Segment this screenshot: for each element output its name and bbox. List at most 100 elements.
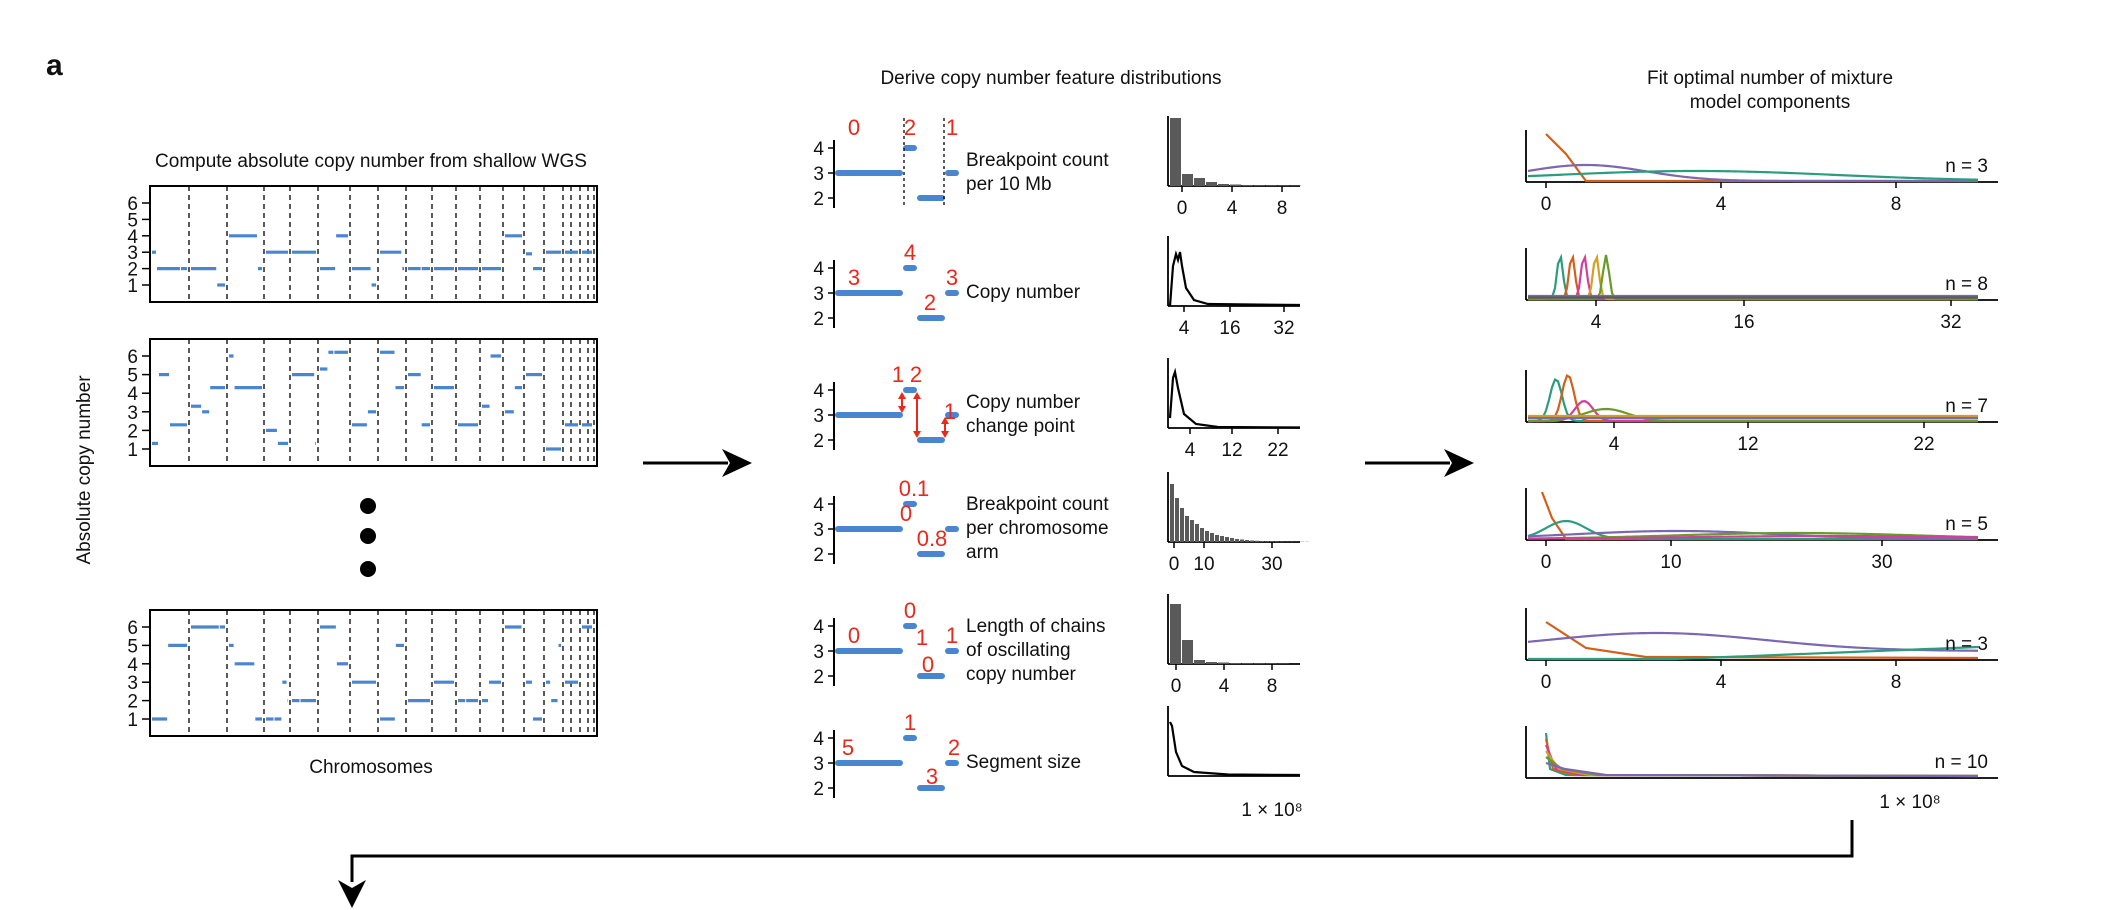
change-arrowhead — [913, 431, 921, 438]
y-tick-label: 1 — [127, 440, 138, 461]
toy-annotation: 2 — [948, 735, 960, 760]
toy-y-tick-label: 2 — [813, 431, 824, 452]
mixture-component — [1527, 163, 1978, 183]
hist-bar — [1240, 539, 1244, 542]
toy-y-tick-label: 3 — [813, 164, 824, 185]
hist-bar — [1210, 533, 1214, 542]
fit-x-tick-label: 4 — [1591, 312, 1602, 333]
mixture-fit-row-2: n = 8 4 16 32 — [1525, 248, 1998, 333]
hist-x-tick-label: 32 — [1273, 318, 1294, 339]
hist-bar — [1225, 537, 1229, 542]
arrow-step2-to-step3 — [1365, 449, 1474, 477]
toy-y-tick-label: 2 — [813, 309, 824, 330]
feature-name: Segment size — [966, 752, 1081, 773]
hist-bar — [1278, 185, 1289, 186]
hist-x-tick-label: 0 — [1177, 198, 1188, 219]
step1-section: Compute absolute copy number from shallo… — [74, 151, 598, 778]
toy-annotation: 2 — [924, 290, 936, 315]
y-tick-label: 6 — [127, 618, 138, 639]
hist-bar — [1270, 541, 1274, 542]
panel-label: a — [46, 49, 63, 82]
hist-bar — [1175, 498, 1179, 542]
toy-y-tick-label: 4 — [813, 381, 824, 402]
feature-row-1: 4 3 2 0 2 1 Breakpoint count per 10 Mb 0 4 8 — [813, 115, 1301, 219]
fit-x-tick-label: 10 — [1660, 552, 1681, 573]
component-count: n = 3 — [1945, 156, 1988, 177]
feature-name: Breakpoint count — [966, 150, 1109, 171]
feature-name: Copy number — [966, 282, 1081, 303]
hist-bar — [1254, 663, 1265, 664]
y-tick-label: 5 — [127, 636, 138, 657]
mixture-component — [1528, 373, 1978, 423]
mixture-component — [1527, 407, 1978, 423]
hist-bar — [1220, 536, 1224, 542]
hist-bar — [1235, 539, 1239, 542]
toy-annotation: 3 — [848, 265, 860, 290]
mixture-component — [1527, 169, 1979, 181]
mixture-fit-row-3: n = 7 4 12 22 — [1525, 370, 1998, 455]
step1-xlabel: Chromosomes — [309, 757, 433, 778]
feature-name: arm — [966, 542, 999, 563]
toy-y-tick-label: 2 — [813, 667, 824, 688]
hist-bar — [1218, 662, 1229, 664]
hist-x-tick-label: 4 — [1219, 676, 1230, 697]
feature-name: of oscillating — [966, 640, 1071, 661]
y-tick-label: 1 — [127, 710, 138, 731]
feature-histogram: 0 10 30 — [1167, 472, 1309, 575]
feature-name: Length of chains — [966, 616, 1105, 637]
mixture-component — [1528, 253, 1978, 301]
hist-bar — [1170, 484, 1174, 542]
hist-bar — [1266, 185, 1277, 186]
toy-y-tick-label: 3 — [813, 284, 824, 305]
mixture-fit-row-5: n = 3 0 4 8 — [1525, 608, 1998, 693]
mixture-fit-row-1: n = 3 0 4 8 — [1525, 130, 1998, 215]
mixture-component — [1527, 377, 1978, 423]
hist-bar — [1218, 184, 1229, 186]
change-arrowhead — [941, 417, 949, 424]
feature-histogram: 4 12 22 — [1167, 358, 1301, 461]
hist-bar — [1194, 178, 1205, 186]
toy-annotation: 1 — [892, 362, 904, 387]
y-tick-label: 2 — [127, 421, 138, 442]
toy-y-tick-label: 2 — [813, 189, 824, 210]
arrow-to-next-step — [338, 820, 1854, 908]
toy-y-tick-label: 3 — [813, 642, 824, 663]
y-tick-label: 5 — [127, 210, 138, 231]
hist-bar — [1185, 516, 1189, 542]
mixture-component — [1528, 253, 1978, 301]
hist-bar — [1265, 541, 1269, 542]
fit-x-tick-label: 12 — [1737, 434, 1758, 455]
feature-name: change point — [966, 416, 1076, 437]
mixture-component — [1545, 621, 1979, 660]
hist-x-tick-label: 10 — [1193, 554, 1214, 575]
hist-bar — [1260, 541, 1264, 542]
hist-bar — [1245, 540, 1249, 542]
hist-bar — [1182, 640, 1193, 664]
y-tick-label: 2 — [127, 260, 138, 281]
fit-x-tick-label: 4 — [1716, 194, 1727, 215]
hist-bar — [1170, 118, 1181, 186]
mixture-fit-row-4: n = 5 0 10 30 — [1525, 488, 1998, 573]
y-tick-label: 6 — [127, 347, 138, 368]
toy-annotation: 0 — [900, 501, 912, 526]
hist-x-tick-label: 4 — [1185, 440, 1196, 461]
step1-title: Compute absolute copy number from shallo… — [155, 151, 587, 172]
hist-density-line — [1169, 721, 1301, 777]
hist-x-tick-label: 0 — [1171, 676, 1182, 697]
hist-bar — [1194, 660, 1205, 664]
component-count: n = 10 — [1935, 752, 1988, 773]
step3-section: Fit optimal number of mixture model comp… — [1525, 68, 1998, 813]
step3-title-line2: model components — [1690, 92, 1851, 113]
toy-y-tick-label: 4 — [813, 495, 824, 516]
mixture-component — [1527, 631, 1979, 652]
mixture-component — [1528, 253, 1978, 301]
y-tick-label: 4 — [127, 384, 138, 405]
hist-bar — [1200, 528, 1204, 542]
component-count: n = 7 — [1945, 396, 1988, 417]
arrow-step1-to-step2 — [643, 449, 752, 477]
ellipsis-dot — [360, 498, 376, 514]
hist-bar — [1230, 538, 1234, 542]
